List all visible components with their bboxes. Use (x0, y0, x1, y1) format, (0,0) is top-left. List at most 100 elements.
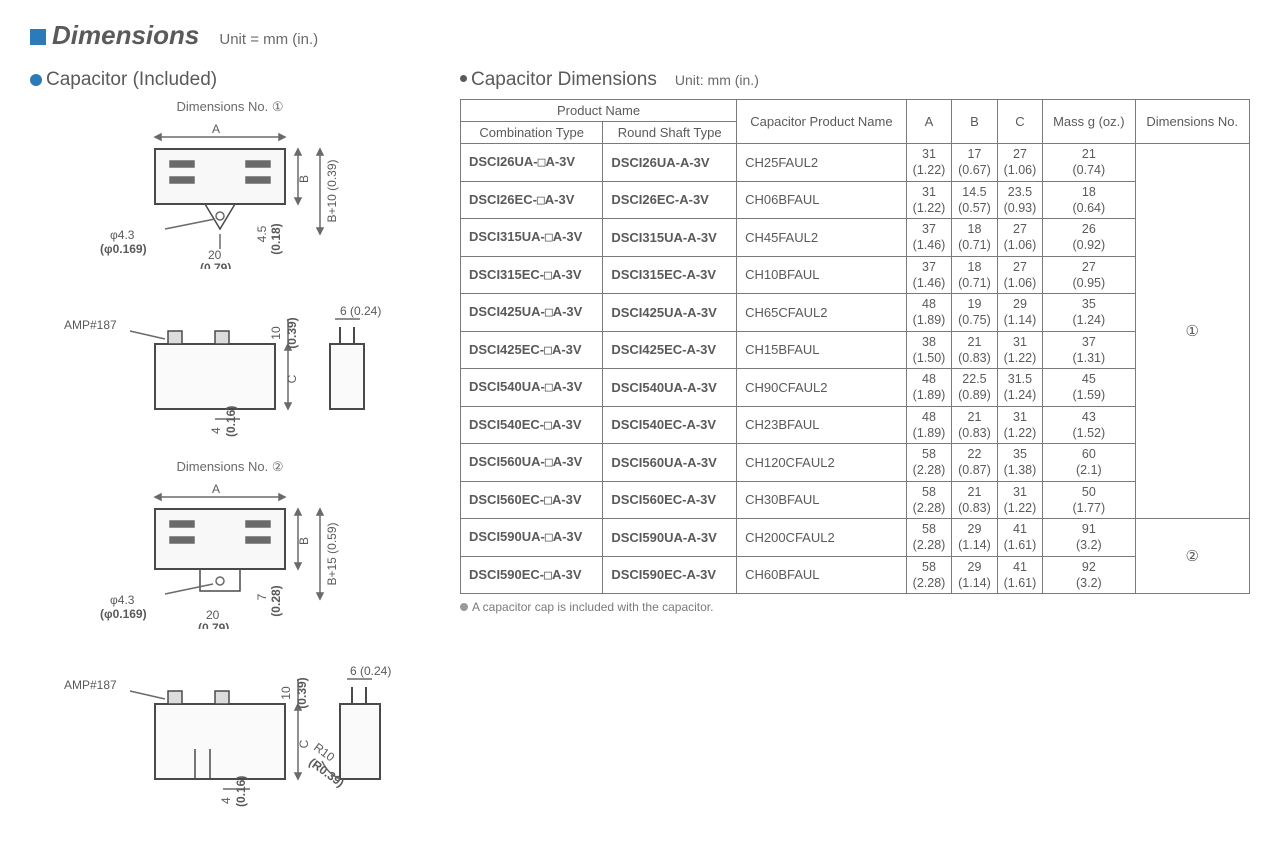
table-cell: DSCI26EC-□A-3V (461, 181, 603, 219)
table-cell: CH25FAUL2 (737, 144, 907, 182)
svg-text:φ4.3: φ4.3 (110, 228, 135, 242)
svg-text:B+10 (0.39): B+10 (0.39) (325, 159, 339, 222)
table-cell: 35(1.24) (1043, 294, 1135, 332)
table-cell: 29(1.14) (952, 519, 997, 557)
table-row: DSCI315EC-□A-3VDSCI315EC-A-3VCH10BFAUL37… (461, 256, 1250, 294)
svg-text:(0.79): (0.79) (200, 261, 231, 269)
svg-text:(0.16): (0.16) (234, 776, 248, 807)
table-cell: DSCI425EC-A-3V (603, 331, 737, 369)
table-cell: 27(1.06) (997, 144, 1042, 182)
left-column: Capacitor (Included) Dimensions No. ① (30, 69, 430, 829)
table-cell: DSCI315UA-A-3V (603, 219, 737, 257)
table-cell: 27(1.06) (997, 219, 1042, 257)
svg-text:4.5: 4.5 (255, 225, 269, 242)
diagram-block-1b: AMP#187 C 10 (0.39) 6 (0.24) 4 (0.16) (30, 289, 430, 439)
svg-text:20: 20 (208, 248, 222, 262)
left-section-header: Capacitor (Included) (30, 69, 430, 91)
diagram-1a-svg: A B B+10 (0.39) φ4.3 (φ0.169) 20 (0.79) … (80, 119, 380, 269)
bullet-gray-icon (460, 75, 467, 82)
svg-text:10: 10 (279, 686, 293, 700)
th-product-name: Product Name (461, 100, 737, 122)
th-dim-no: Dimensions No. (1135, 100, 1250, 144)
table-cell: 37(1.46) (906, 219, 951, 257)
table-cell: 27(1.06) (997, 256, 1042, 294)
title-square-icon (30, 29, 46, 45)
table-cell: 19(0.75) (952, 294, 997, 332)
table-cell: CH15BFAUL (737, 331, 907, 369)
right-section-unit: Unit: mm (in.) (675, 72, 759, 88)
svg-text:A: A (212, 122, 220, 136)
table-cell: DSCI315EC-A-3V (603, 256, 737, 294)
table-cell: CH65CFAUL2 (737, 294, 907, 332)
title-text: Dimensions (52, 20, 199, 50)
table-row: DSCI560EC-□A-3VDSCI560EC-A-3VCH30BFAUL58… (461, 481, 1250, 519)
table-cell: DSCI540EC-A-3V (603, 406, 737, 444)
table-cell: CH200CFAUL2 (737, 519, 907, 557)
left-section-title-text: Capacitor (Included) (46, 69, 217, 90)
svg-text:B: B (297, 537, 311, 545)
table-cell: DSCI590EC-□A-3V (461, 556, 603, 594)
table-cell: DSCI560EC-□A-3V (461, 481, 603, 519)
table-cell: 31.5(1.24) (997, 369, 1042, 407)
svg-text:B: B (297, 175, 311, 183)
table-cell: DSCI560UA-□A-3V (461, 444, 603, 482)
th-mass: Mass g (oz.) (1043, 100, 1135, 144)
table-cell: DSCI26UA-A-3V (603, 144, 737, 182)
table-row: DSCI425UA-□A-3VDSCI425UA-A-3VCH65CFAUL24… (461, 294, 1250, 332)
svg-text:(0.79): (0.79) (198, 621, 229, 629)
svg-text:C: C (285, 374, 299, 383)
diagram-block-1a: Dimensions No. ① (30, 99, 430, 269)
table-cell: 60(2.1) (1043, 444, 1135, 482)
svg-text:AMP#187: AMP#187 (64, 678, 117, 692)
table-cell: 35(1.38) (997, 444, 1042, 482)
table-cell: DSCI425UA-□A-3V (461, 294, 603, 332)
table-cell: DSCI315EC-□A-3V (461, 256, 603, 294)
table-cell: 27(0.95) (1043, 256, 1135, 294)
svg-text:10: 10 (269, 326, 283, 340)
page-title-row: Dimensions Unit = mm (in.) (30, 20, 1250, 51)
svg-text:6 (0.24): 6 (0.24) (340, 304, 381, 318)
table-cell: CH90CFAUL2 (737, 369, 907, 407)
svg-text:(0.16): (0.16) (224, 406, 238, 437)
table-cell: CH23BFAUL (737, 406, 907, 444)
svg-text:(0.39): (0.39) (295, 677, 309, 708)
table-cell: 45(1.59) (1043, 369, 1135, 407)
table-cell: CH30BFAUL (737, 481, 907, 519)
right-section-title: Capacitor Dimensions (460, 69, 657, 91)
table-cell: 22.5(0.89) (952, 369, 997, 407)
table-cell: 58(2.28) (906, 444, 951, 482)
table-row: DSCI590UA-□A-3VDSCI590UA-A-3VCH200CFAUL2… (461, 519, 1250, 557)
unit-label: Unit = mm (in.) (219, 31, 318, 48)
table-cell: 21(0.83) (952, 331, 997, 369)
table-cell: 22(0.87) (952, 444, 997, 482)
table-cell: DSCI590UA-A-3V (603, 519, 737, 557)
table-cell: CH60BFAUL (737, 556, 907, 594)
table-cell: 29(1.14) (997, 294, 1042, 332)
svg-text:4: 4 (219, 797, 233, 804)
svg-text:7: 7 (255, 593, 269, 600)
svg-text:4: 4 (209, 427, 223, 434)
diagram-2a-svg: A B B+15 (0.59) φ4.3 (φ0.169) 20 (0.79) … (80, 479, 380, 629)
table-cell: 14.5(0.57) (952, 181, 997, 219)
table-cell: 48(1.89) (906, 294, 951, 332)
table-cell: DSCI315UA-□A-3V (461, 219, 603, 257)
svg-text:AMP#187: AMP#187 (64, 318, 117, 332)
diagram-block-2b: AMP#187 10 (0.39) C 6 (0.24) R10 (R0.39)… (30, 649, 430, 809)
table-cell: DSCI590EC-A-3V (603, 556, 737, 594)
svg-text:(0.28): (0.28) (269, 585, 283, 616)
right-section-header: Capacitor Dimensions Unit: mm (in.) (460, 69, 1250, 91)
table-cell: 58(2.28) (906, 519, 951, 557)
table-cell: 92(3.2) (1043, 556, 1135, 594)
table-cell: 21(0.74) (1043, 144, 1135, 182)
table-cell: 41(1.61) (997, 519, 1042, 557)
table-cell: DSCI26UA-□A-3V (461, 144, 603, 182)
table-row: DSCI590EC-□A-3VDSCI590EC-A-3VCH60BFAUL58… (461, 556, 1250, 594)
dim-no-group-2: ② (1135, 519, 1250, 594)
svg-text:(0.39): (0.39) (285, 317, 299, 348)
table-cell: 58(2.28) (906, 556, 951, 594)
diagram-2b-svg: AMP#187 10 (0.39) C 6 (0.24) R10 (R0.39)… (60, 649, 400, 809)
diagram-1b-svg: AMP#187 C 10 (0.39) 6 (0.24) 4 (0.16) (60, 289, 400, 439)
table-cell: DSCI425UA-A-3V (603, 294, 737, 332)
dim-no-group-1: ① (1135, 144, 1250, 519)
table-cell: 48(1.89) (906, 369, 951, 407)
